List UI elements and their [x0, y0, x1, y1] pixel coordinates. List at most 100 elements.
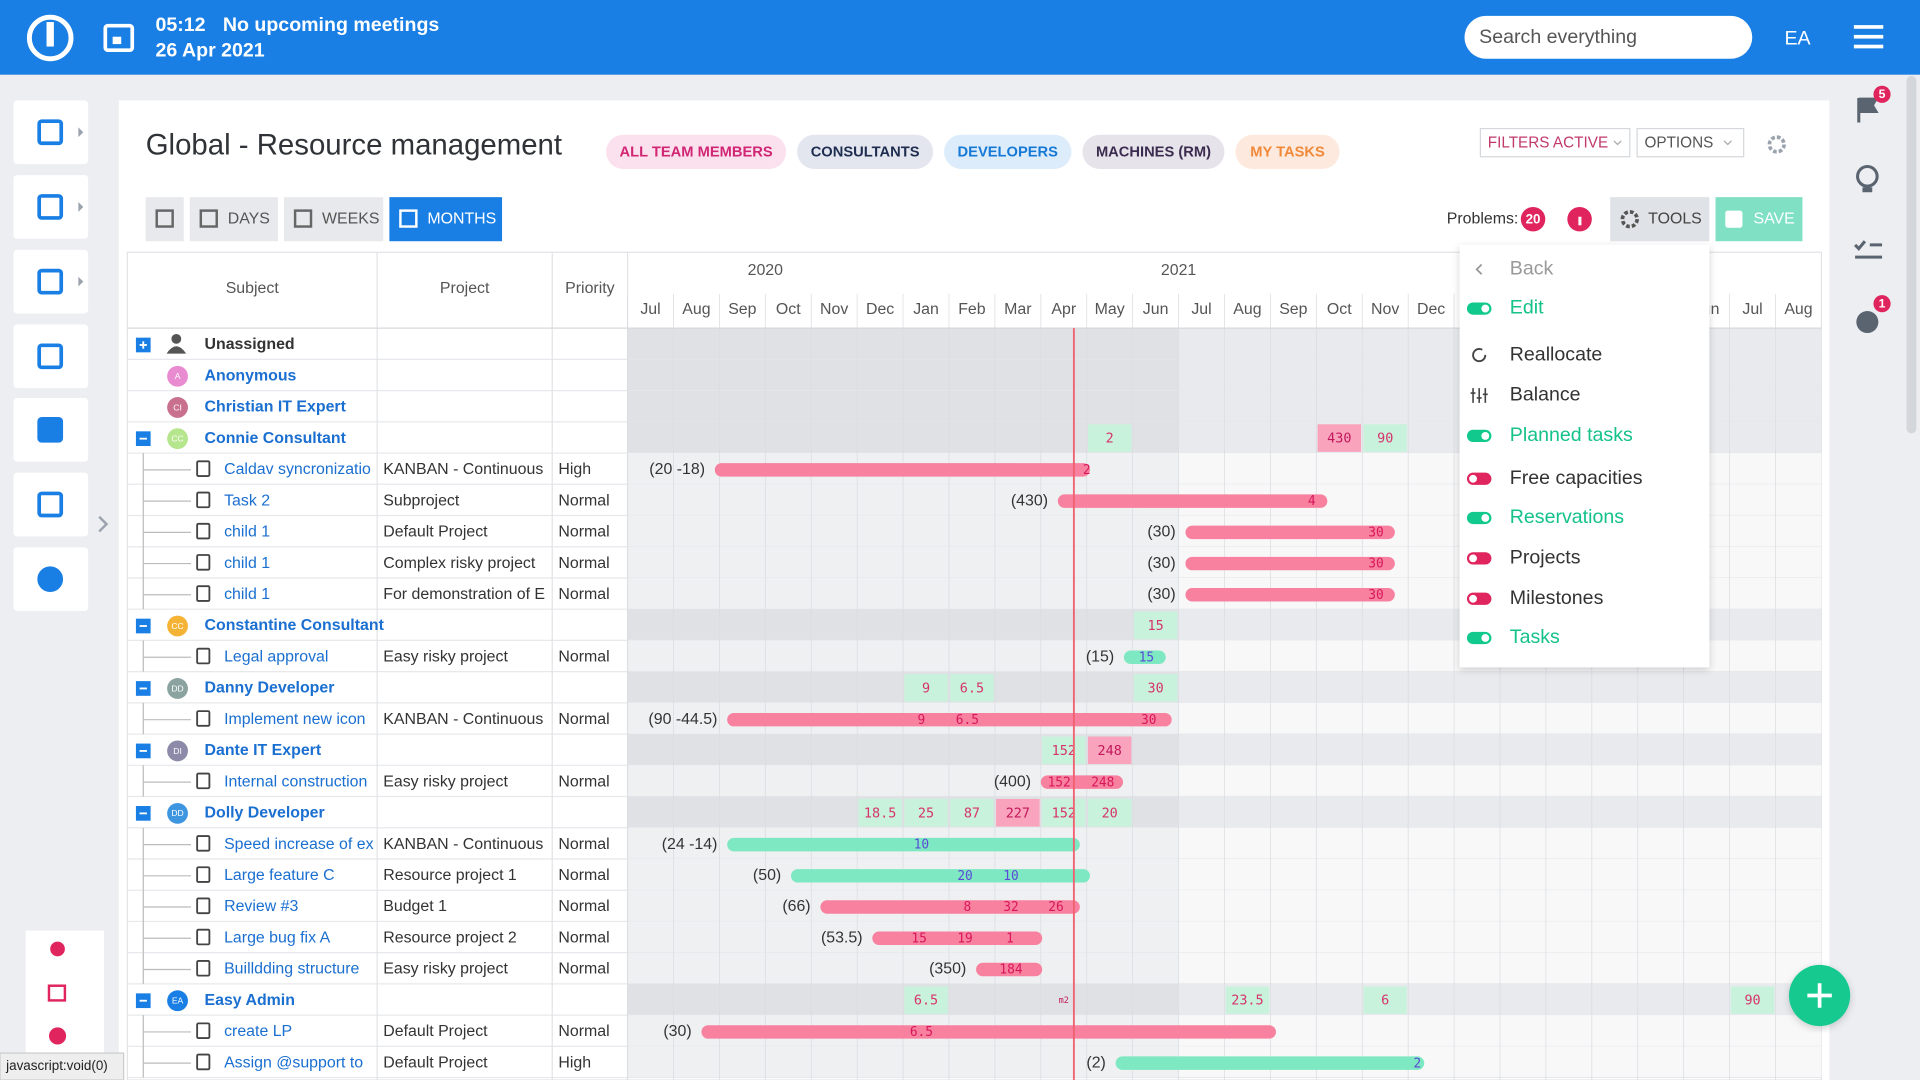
save-label[interactable]: SAVE — [1753, 210, 1794, 227]
task-name[interactable]: Internal construction — [224, 773, 367, 790]
tasks-icon[interactable] — [1854, 240, 1883, 259]
task-bar — [1057, 494, 1328, 508]
month-label: Jun — [1143, 301, 1169, 318]
user-avatar[interactable]: EA — [1784, 27, 1811, 49]
nav-bottom-icon[interactable] — [50, 941, 65, 957]
task-name[interactable]: Large feature C — [224, 867, 335, 884]
problems-badge[interactable] — [1520, 206, 1546, 232]
tab-pill[interactable] — [1082, 134, 1225, 169]
back-chevron[interactable] — [1475, 263, 1483, 275]
tools-label[interactable]: TOOLS — [1648, 210, 1702, 227]
filters-label[interactable]: FILTERS ACTIVE — [1488, 134, 1608, 151]
menu-item[interactable]: Edit — [1510, 297, 1544, 319]
task-name[interactable]: Large bug fix A — [224, 929, 331, 946]
task-name[interactable]: Caldav syncronizatio — [224, 461, 371, 478]
search-box[interactable] — [1464, 15, 1753, 59]
member-name[interactable]: Easy Admin — [204, 992, 294, 1009]
nav-icon — [37, 566, 64, 593]
task-name[interactable]: Task 2 — [224, 492, 270, 509]
member-name[interactable]: Dolly Developer — [204, 805, 324, 822]
view-button-label[interactable]: DAYS — [228, 210, 270, 227]
calendar-button[interactable] — [145, 197, 184, 242]
member-name[interactable]: Christian IT Expert — [204, 399, 346, 416]
tab-pill[interactable] — [797, 134, 934, 169]
tab-label[interactable]: CONSULTANTS — [811, 144, 920, 160]
menu-icon-line[interactable] — [1853, 25, 1884, 29]
toggle-knob — [1481, 432, 1490, 440]
nav-tile[interactable] — [13, 175, 89, 239]
task-name[interactable]: create LP — [224, 1023, 292, 1040]
options-button[interactable] — [1636, 127, 1745, 158]
tab-label[interactable]: MACHINES (RM) — [1096, 144, 1211, 160]
view-button[interactable] — [189, 197, 278, 242]
problems-count[interactable]: 20 — [1526, 211, 1541, 226]
avatar-initials: DD — [171, 683, 183, 693]
nav-bottom-icon[interactable] — [47, 984, 67, 1002]
task-name[interactable]: child 1 — [224, 586, 270, 603]
tab-pill[interactable] — [944, 134, 1072, 169]
menu-item[interactable]: Milestones — [1510, 587, 1604, 609]
settings-gear[interactable] — [1767, 135, 1786, 154]
filters-button[interactable] — [1479, 127, 1631, 158]
options-label[interactable]: OPTIONS — [1644, 134, 1713, 151]
tab-pill[interactable] — [1235, 134, 1340, 169]
task-name[interactable]: Builldding structure — [224, 961, 359, 978]
search-placeholder[interactable]: Search everything — [1479, 26, 1637, 48]
sidebar-expand[interactable] — [98, 515, 109, 533]
flag-icon[interactable] — [1857, 97, 1879, 123]
tab-label[interactable]: DEVELOPERS — [958, 144, 1059, 160]
menu-item[interactable]: Reservations — [1510, 506, 1624, 528]
member-name[interactable]: Anonymous — [204, 367, 296, 384]
nav-tile[interactable] — [13, 100, 89, 165]
nav-bottom-icon[interactable] — [48, 1027, 67, 1045]
bulb-icon[interactable] — [1856, 165, 1879, 188]
task-name[interactable]: Legal approval — [224, 648, 328, 665]
member-name[interactable]: Connie Consultant — [204, 430, 346, 447]
view-button[interactable] — [284, 197, 384, 242]
tab-pill[interactable] — [606, 134, 787, 169]
task-name[interactable]: Speed increase of ex — [224, 836, 373, 853]
task-name[interactable]: child 1 — [224, 524, 270, 541]
menu-icon-line[interactable] — [1853, 44, 1884, 49]
menu-item[interactable]: Planned tasks — [1510, 424, 1633, 446]
view-button-label[interactable]: MONTHS — [427, 210, 496, 227]
member-name[interactable]: Danny Developer — [204, 680, 334, 697]
capacity-cell — [950, 674, 994, 702]
menu-item[interactable]: Projects — [1510, 547, 1581, 569]
expand-toggle-bar — [142, 341, 145, 349]
tab-label[interactable]: MY TASKS — [1250, 144, 1325, 160]
expand-toggle-bar — [139, 750, 147, 752]
task-bar-value: 1 — [1006, 931, 1014, 946]
task-name[interactable]: Assign @support to — [224, 1054, 363, 1071]
menu-item[interactable]: Balance — [1510, 384, 1581, 406]
tab-label[interactable]: ALL TEAM MEMBERS — [620, 144, 773, 160]
menu-item[interactable]: Back — [1510, 258, 1554, 280]
tools-button[interactable] — [1610, 197, 1710, 242]
task-icon — [196, 554, 211, 571]
month-label: Feb — [958, 301, 986, 318]
nav-tile[interactable] — [13, 324, 89, 389]
task-bar-value: 30 — [1368, 557, 1383, 572]
calendar-icon[interactable] — [103, 23, 135, 53]
menu-icon-line[interactable] — [1853, 34, 1884, 39]
nav-tile[interactable] — [13, 249, 89, 314]
task-name[interactable]: Implement new icon — [224, 711, 365, 728]
menu-item[interactable]: Reallocate — [1510, 343, 1603, 365]
timer-icon[interactable] — [1856, 311, 1879, 334]
task-priority: Normal — [558, 929, 609, 946]
menu-item[interactable]: Tasks — [1510, 626, 1560, 648]
task-name[interactable]: child 1 — [224, 555, 270, 572]
task-name[interactable]: Review #3 — [224, 898, 298, 915]
view-button[interactable] — [389, 197, 503, 242]
member-name[interactable]: Constantine Consultant — [204, 617, 384, 634]
avatar-initials: DD — [171, 808, 183, 818]
toggle-knob — [1469, 554, 1477, 563]
menu-item[interactable]: Free capacities — [1510, 467, 1643, 489]
view-button-label[interactable]: WEEKS — [322, 210, 379, 227]
member-name[interactable]: Unassigned — [204, 336, 294, 353]
nav-tile[interactable] — [13, 472, 89, 537]
timer-badge-count: 1 — [1879, 297, 1886, 311]
month-label: Apr — [1051, 301, 1076, 318]
member-name[interactable]: Dante IT Expert — [204, 742, 321, 759]
